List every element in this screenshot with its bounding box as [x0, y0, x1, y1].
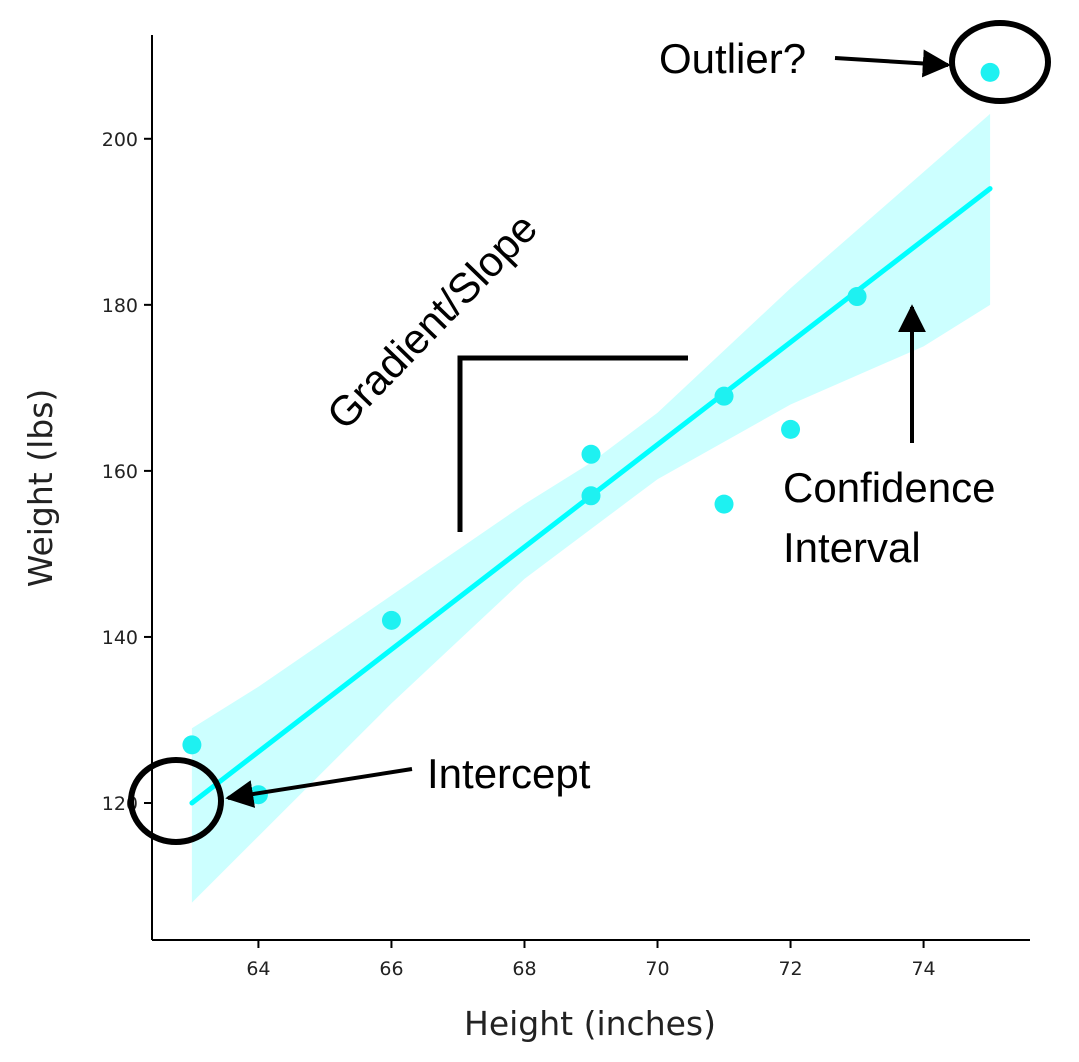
annotation-confidence-interval-line1: Confidence	[783, 464, 995, 511]
x-tick-label: 66	[379, 958, 403, 980]
y-tick-label: 140	[102, 627, 138, 649]
data-point	[581, 486, 601, 506]
data-point	[714, 386, 734, 406]
y-axis-label: Weight (lbs)	[21, 389, 60, 588]
x-tick-label: 72	[778, 958, 802, 980]
data-point	[781, 419, 801, 439]
intercept-arrow	[225, 767, 413, 808]
intercept-circle	[128, 757, 224, 845]
annotation-confidence-interval-line2: Interval	[783, 524, 921, 571]
outlier-circle	[949, 20, 1051, 104]
x-tick-label: 70	[645, 958, 669, 980]
x-axis-label: Height (inches)	[464, 1004, 716, 1043]
x-tick-label: 74	[911, 958, 935, 980]
data-point	[847, 287, 867, 307]
data-point	[980, 62, 1000, 82]
y-tick-label: 200	[102, 129, 138, 151]
y-tick-label: 160	[102, 461, 138, 483]
confidence-band	[191, 113, 991, 903]
annotation-gradient-slope: Gradient/Slope	[318, 204, 546, 438]
annotation-outlier: Outlier?	[659, 35, 806, 82]
y-tick-label: 180	[102, 295, 138, 317]
x-tick-label: 64	[246, 958, 270, 980]
slope-bracket	[457, 355, 688, 532]
data-point	[714, 494, 734, 514]
data-point	[182, 735, 202, 755]
data-point	[381, 610, 401, 630]
outlier-arrow	[834, 49, 951, 78]
x-tick-label: 68	[512, 958, 536, 980]
data-point	[581, 444, 601, 464]
annotation-intercept: Intercept	[427, 750, 591, 797]
